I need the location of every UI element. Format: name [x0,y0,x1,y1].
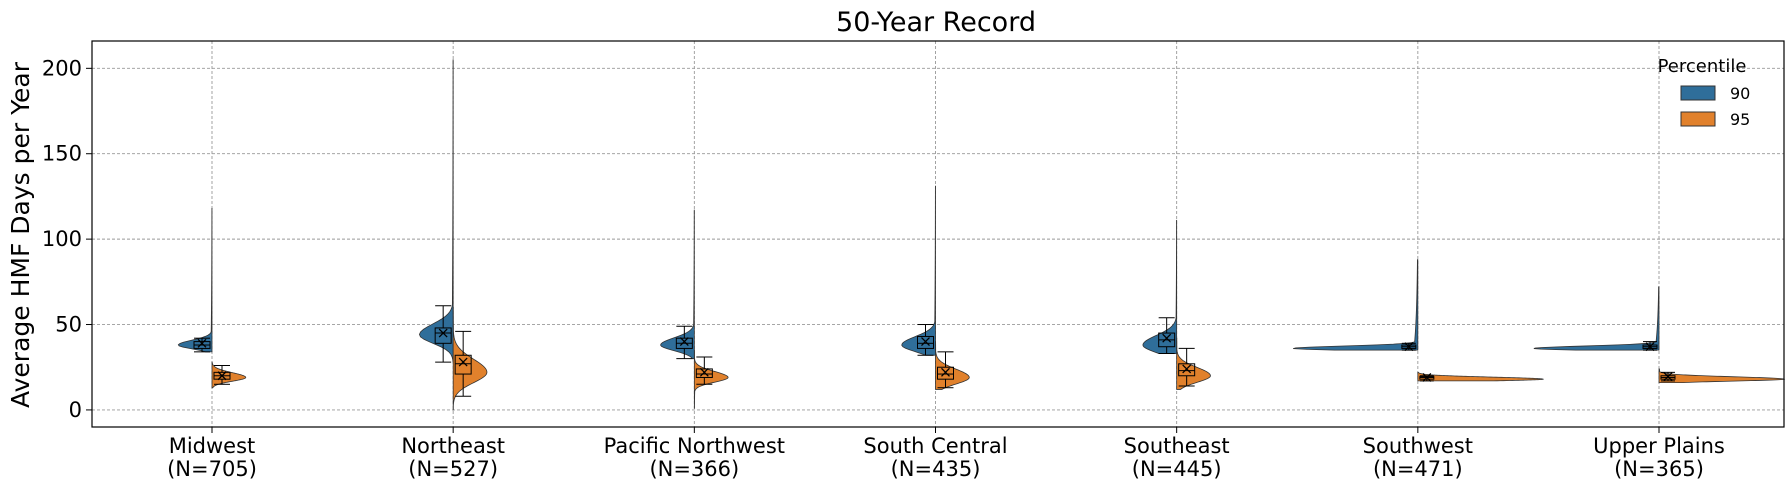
violin-half-95-5 [1417,371,1544,382]
chart-title: 50-Year Record [836,7,1036,38]
box-iqr [454,354,472,375]
violin-half-95-6 [1658,368,1786,383]
legend: Percentile 90 95 [1658,56,1751,129]
mean-marker [197,338,207,348]
violin-half-90-4 [1142,219,1178,354]
box-iqr [917,335,934,349]
mean-marker [1645,342,1655,352]
mean-marker [217,371,227,381]
mean-marker [921,337,930,347]
y-tick-label: 50 [55,313,82,337]
x-tick-label: South Central [863,434,1007,458]
x-tick-label: Southwest [1363,434,1473,458]
box-plots [193,305,1676,397]
y-axis: 0 50 100 150 200 [42,56,92,422]
mean-marker [1663,372,1673,382]
mean-marker [679,337,689,347]
violin-half-95-3 [935,341,970,390]
mean-marker [1422,373,1432,382]
violin-half-90-3 [901,185,936,356]
x-tick-n-label: (N=445) [1132,457,1222,481]
y-tick-label: 200 [42,56,82,80]
x-tick-n-label: (N=435) [891,457,981,481]
x-tick-n-label: (N=527) [408,457,498,481]
box-iqr [695,368,713,378]
plot-area-frame [91,40,1785,428]
x-tick-n-label: (N=705) [167,457,257,481]
mean-marker [438,328,448,338]
x-tick-n-label: (N=365) [1614,457,1704,481]
violin-half-90-1 [418,59,454,363]
violin-half-90-6 [1533,286,1660,351]
x-tick-n-label: (N=366) [649,457,739,481]
legend-swatch-95 [1680,111,1716,127]
y-tick-label: 0 [69,398,82,422]
x-tick-label: Northeast [401,434,505,458]
x-tick-label: Pacific Northwest [604,434,785,458]
violin-half-95-2 [693,349,729,409]
legend-label-90: 90 [1730,84,1750,103]
mean-marker [1162,333,1172,343]
mean-marker [458,357,468,367]
violin-half-90-5 [1293,259,1419,351]
mean-marker [941,367,950,377]
x-tick-label: Upper Plains [1593,434,1725,458]
box-iqr [937,366,954,380]
x-tick-label: Midwest [169,434,256,458]
violin-half-95-1 [452,307,488,411]
mean-marker [699,367,709,377]
violins [177,59,1786,411]
mean-marker [1182,364,1192,374]
legend-title: Percentile [1658,56,1747,77]
violin-half-90-0 [177,207,213,353]
box-iqr [1178,363,1196,377]
legend-label-95: 95 [1730,110,1750,129]
x-axis: Midwest(N=705) Northeast(N=527) Pacific No… [167,427,1725,481]
violin-half-95-0 [211,361,247,389]
y-tick-label: 150 [42,142,82,166]
box-iqr [434,327,452,344]
x-tick-n-label: (N=471) [1373,457,1463,481]
x-tick-label: Southeast [1124,434,1230,458]
violin-half-90-2 [660,209,695,360]
mean-marker [1404,342,1414,352]
y-axis-label: Average HMF Days per Year [6,61,35,408]
legend-swatch-90 [1680,85,1716,101]
y-tick-label: 100 [42,227,82,251]
